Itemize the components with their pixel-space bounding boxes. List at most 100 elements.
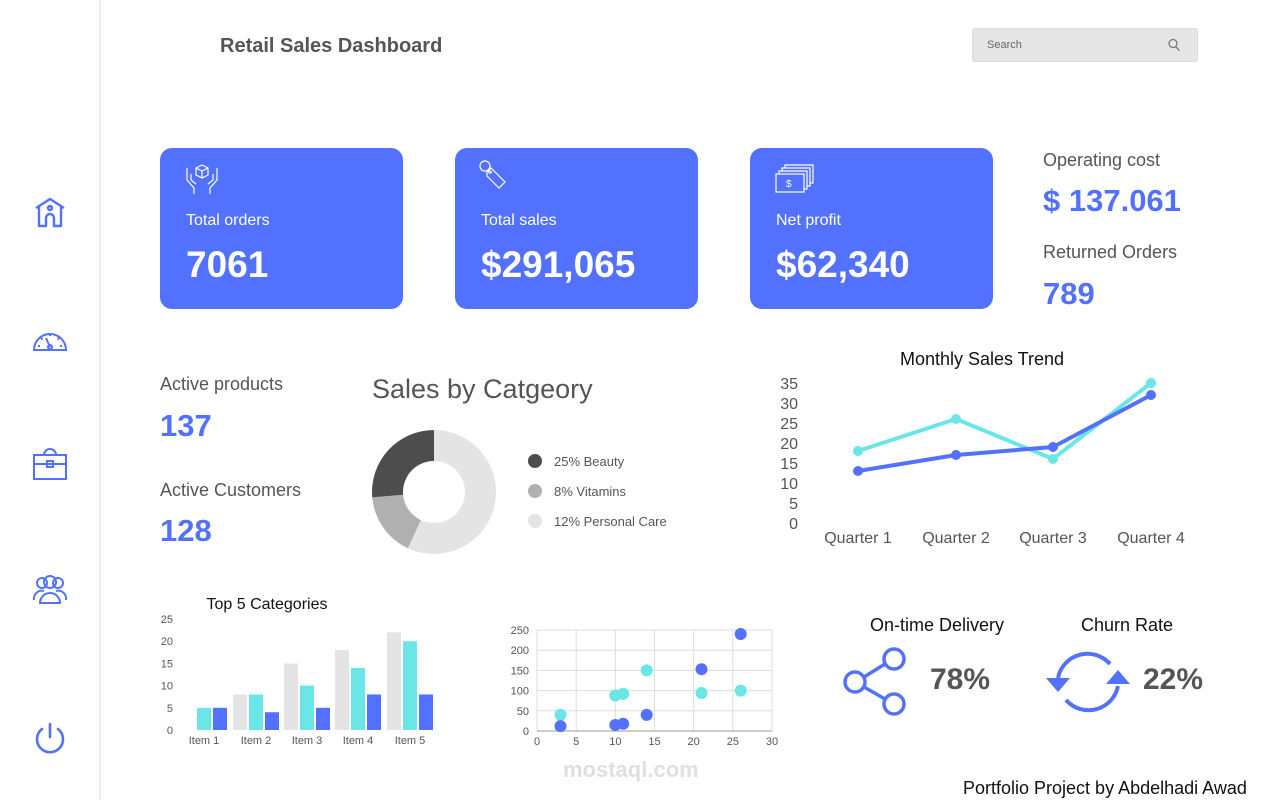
- y-tick-label: 0: [789, 516, 798, 533]
- x-tick-label: 20: [688, 736, 700, 748]
- delivery-label: On-time Delivery: [870, 615, 1005, 635]
- legend-label: 12% Personal Care: [554, 513, 667, 529]
- users-icon[interactable]: [32, 572, 68, 608]
- x-tick-label: Item 3: [292, 735, 323, 747]
- total-sales-card: Total sales $291,065: [455, 148, 698, 309]
- donut-legend: 25% Beauty 8% Vitamins 12% Personal Care: [528, 446, 667, 536]
- x-tick-label: Quarter 2: [922, 530, 990, 547]
- data-point: [554, 708, 567, 721]
- data-point: [1146, 378, 1156, 388]
- x-tick-label: Quarter 4: [1117, 530, 1185, 547]
- speedometer-icon[interactable]: [32, 322, 68, 358]
- scatter-chart: 0 5 10 15 20 25 30 0 50 100 150 200 250: [511, 625, 778, 748]
- data-point: [695, 663, 708, 676]
- churn-label: Churn Rate: [1081, 615, 1174, 635]
- search-icon[interactable]: [1167, 38, 1181, 52]
- y-tick-label: 15: [780, 456, 798, 473]
- donut-slice: [372, 430, 434, 498]
- bar: [316, 707, 330, 730]
- legend-swatch: [528, 514, 542, 528]
- series-line: [857, 381, 1153, 462]
- data-point: [617, 717, 630, 730]
- refresh-icon: [1046, 651, 1130, 713]
- operating-cost-label: Operating cost: [1043, 150, 1161, 170]
- donut-chart: [372, 430, 496, 554]
- data-point: [951, 414, 961, 424]
- returned-orders-value: 789: [1043, 276, 1095, 311]
- card-label: Total orders: [186, 212, 270, 229]
- bar: [367, 694, 381, 730]
- data-point: [1048, 442, 1058, 452]
- active-products-label: Active products: [160, 374, 284, 394]
- y-tick-label: 150: [511, 665, 529, 677]
- y-tick-label: 5: [167, 703, 173, 715]
- y-tick-label: 10: [161, 681, 173, 693]
- x-tick-label: 0: [534, 736, 540, 748]
- x-tick-label: Item 2: [241, 735, 272, 747]
- operating-cost-value: $ 137.061: [1043, 183, 1181, 218]
- share-icon: [843, 647, 906, 716]
- watermark: mostaql.com: [563, 757, 699, 782]
- y-tick-label: 200: [511, 645, 529, 657]
- card-value: 7061: [186, 244, 269, 285]
- line-chart: Monthly Sales Trend 0 5 10 15 20 25 30 35 Quarter…: [780, 349, 1185, 547]
- x-tick-label: Quarter 1: [824, 530, 892, 547]
- bar: [403, 641, 417, 730]
- sidebar: [0, 0, 101, 800]
- churn-value: 22%: [1143, 663, 1204, 696]
- footer-credit: Portfolio Project by Abdelhadi Awad: [963, 778, 1247, 798]
- active-customers-label: Active Customers: [160, 480, 302, 500]
- data-point: [640, 664, 653, 677]
- legend-label: 25% Beauty: [554, 453, 625, 469]
- x-tick-label: Quarter 3: [1019, 530, 1087, 547]
- y-tick-label: 15: [161, 658, 173, 670]
- card-label: Total sales: [481, 212, 557, 229]
- y-tick-label: 50: [517, 706, 529, 718]
- y-tick-label: 250: [511, 625, 529, 637]
- home-icon[interactable]: [32, 195, 68, 231]
- active-products-value: 137: [160, 408, 212, 443]
- x-tick-label: 15: [648, 736, 660, 748]
- legend-item: 25% Beauty: [528, 446, 667, 476]
- x-tick-label: Item 1: [189, 735, 220, 747]
- bar: [197, 707, 211, 730]
- x-tick-label: 25: [727, 736, 739, 748]
- data-point: [951, 450, 961, 460]
- bar: [335, 650, 349, 730]
- net-profit-card: $ Net profit $62,340: [750, 148, 993, 309]
- chart-title: Monthly Sales Trend: [900, 349, 1064, 369]
- data-point: [1146, 390, 1156, 400]
- total-orders-card: Total orders 7061: [160, 148, 403, 309]
- power-icon[interactable]: [32, 721, 68, 757]
- y-tick-label: 35: [780, 376, 798, 393]
- y-tick-label: 25: [780, 416, 798, 433]
- search-input[interactable]: [985, 38, 1169, 52]
- search-box[interactable]: [972, 28, 1198, 62]
- data-point: [853, 446, 863, 456]
- cash-stack-icon: $: [775, 164, 814, 193]
- donut-slice: [407, 430, 496, 554]
- card-value: $291,065: [481, 244, 636, 285]
- legend-item: 8% Vitamins: [528, 476, 667, 506]
- active-customers-value: 128: [160, 513, 212, 548]
- data-point: [734, 628, 747, 641]
- y-tick-label: 10: [780, 476, 798, 493]
- x-tick-label: Item 5: [395, 735, 426, 747]
- legend-swatch: [528, 454, 542, 468]
- price-tag-icon: [479, 160, 506, 189]
- data-point: [554, 720, 567, 733]
- x-tick-label: Item 4: [343, 735, 374, 747]
- y-tick-label: 20: [780, 436, 798, 453]
- donut-title: Sales by Catgeory: [372, 374, 593, 404]
- svg-text:$: $: [786, 179, 792, 190]
- briefcase-icon[interactable]: [32, 446, 68, 482]
- y-tick-label: 0: [167, 725, 173, 737]
- x-tick-label: 10: [609, 736, 621, 748]
- bar: [419, 694, 433, 730]
- bar: [387, 632, 401, 730]
- data-point: [617, 687, 630, 700]
- bar: [300, 685, 314, 730]
- bar: [249, 694, 263, 730]
- y-tick-label: 100: [511, 686, 529, 698]
- bar: [284, 663, 298, 730]
